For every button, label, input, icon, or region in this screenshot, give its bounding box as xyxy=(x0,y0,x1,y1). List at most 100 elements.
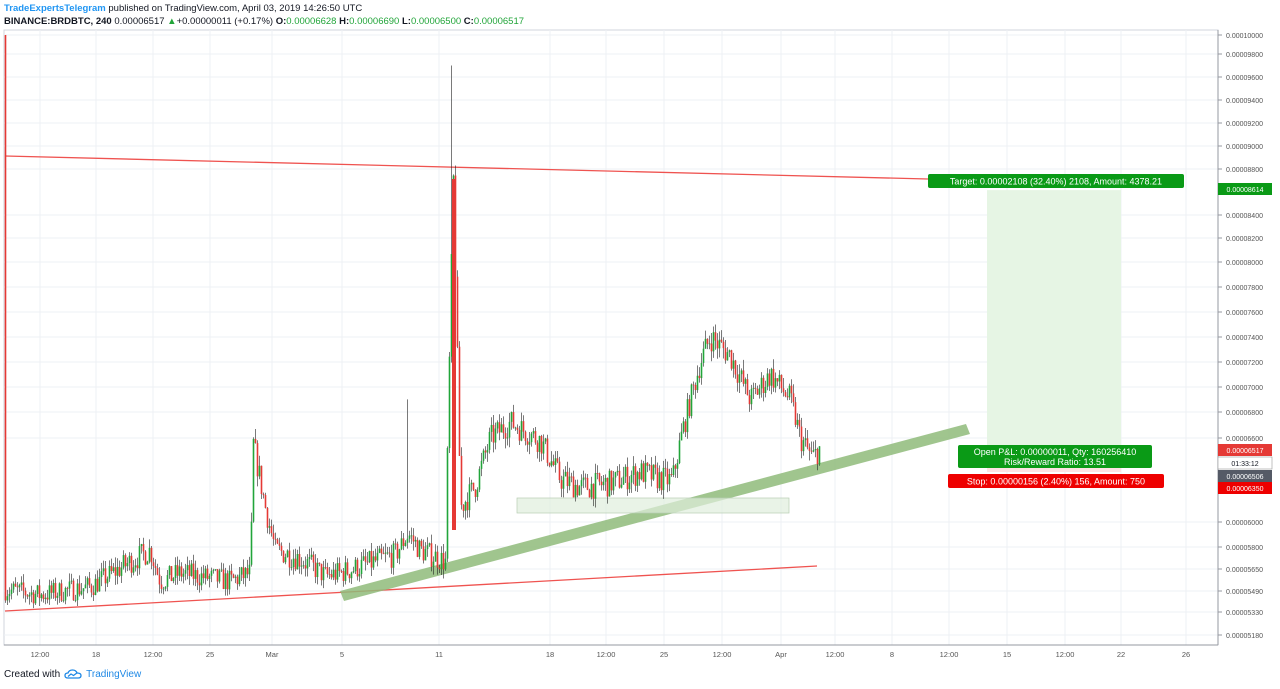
candle xyxy=(14,577,17,587)
candle xyxy=(270,519,273,537)
candle-body xyxy=(204,568,207,579)
candle xyxy=(528,432,531,455)
candle xyxy=(100,562,103,587)
price-marker-bg xyxy=(1218,470,1272,482)
candle-body xyxy=(674,465,677,469)
candle xyxy=(208,573,211,588)
candle-body xyxy=(470,482,473,485)
candle xyxy=(772,359,775,392)
candle-body xyxy=(738,374,741,383)
candle xyxy=(166,569,169,592)
candle xyxy=(630,470,633,493)
candle-body xyxy=(462,504,465,511)
candle xyxy=(202,565,205,584)
stop-label[interactable]: Stop: 0.00000156 (2.40%) 156, Amount: 75… xyxy=(948,474,1164,488)
y-tick-label: 0.00008400 xyxy=(1226,213,1263,220)
candle-body xyxy=(312,554,315,563)
candle-body xyxy=(108,565,111,579)
y-tick-label: 0.00009200 xyxy=(1226,121,1263,128)
candle xyxy=(694,382,697,399)
candle-body xyxy=(536,442,539,452)
candle xyxy=(162,586,165,595)
candle xyxy=(212,568,215,574)
candle xyxy=(8,587,11,603)
y-tick-label: 0.00009400 xyxy=(1226,98,1263,105)
candle xyxy=(314,554,317,584)
candle xyxy=(578,485,581,496)
candle-body xyxy=(276,539,279,544)
support-zone[interactable] xyxy=(516,497,790,514)
candle-body xyxy=(130,555,133,573)
candle-body xyxy=(406,538,409,543)
candle-body xyxy=(632,466,635,475)
candle-body xyxy=(570,476,573,478)
chart-header: TradeExpertsTelegram published on Tradin… xyxy=(4,2,524,28)
candle xyxy=(766,368,769,391)
candle-body xyxy=(58,583,61,596)
candle xyxy=(286,549,289,558)
candle xyxy=(72,578,75,601)
y-tick-label: 0.00009000 xyxy=(1226,144,1263,151)
x-tick-label: 12:00 xyxy=(597,650,616,659)
x-tick-label: 18 xyxy=(546,650,554,659)
candle-body xyxy=(628,482,631,490)
candle xyxy=(706,338,709,350)
candle xyxy=(620,477,623,489)
candle-body xyxy=(496,422,499,429)
candle xyxy=(376,546,379,567)
candle-body xyxy=(504,433,507,439)
candle xyxy=(540,434,543,462)
candle-body xyxy=(134,565,137,568)
pnl-label[interactable]: Open P&L: 0.00000011, Qty: 160256410Risk… xyxy=(958,445,1152,468)
candle xyxy=(104,561,107,592)
position-labels[interactable]: Target: 0.00002108 (32.40%) 2108, Amount… xyxy=(928,174,1184,488)
candle-body xyxy=(734,360,737,375)
candle xyxy=(780,374,783,394)
candle-body xyxy=(596,473,599,474)
candle-body xyxy=(774,378,777,388)
candle xyxy=(316,558,319,585)
candle xyxy=(410,527,413,544)
candle-body xyxy=(294,558,297,570)
candle xyxy=(220,562,223,573)
candle-body xyxy=(330,574,333,578)
chart-drawings[interactable] xyxy=(4,155,970,612)
candle xyxy=(680,423,683,441)
y-tick-label: 0.00008000 xyxy=(1226,260,1263,267)
candle-body xyxy=(662,467,665,491)
candle xyxy=(520,412,523,442)
author-link[interactable]: TradeExpertsTelegram xyxy=(4,3,106,14)
candle xyxy=(12,581,15,593)
upper-resistance-line[interactable] xyxy=(4,155,929,180)
candle xyxy=(562,469,565,498)
candle xyxy=(406,399,409,549)
candle xyxy=(152,557,155,576)
candle xyxy=(218,568,221,584)
candle-body xyxy=(770,368,773,386)
candle-body xyxy=(364,556,367,562)
price-marker-text: 01:33:12 xyxy=(1231,461,1258,468)
candle xyxy=(164,586,167,592)
tradingview-brand[interactable]: TradingView xyxy=(86,669,142,680)
candle-body xyxy=(368,551,371,563)
candle-body xyxy=(610,470,613,491)
candle-body xyxy=(430,543,433,567)
candle-body xyxy=(488,431,491,450)
candle-body xyxy=(776,378,779,382)
x-tick-label: 15 xyxy=(1003,650,1011,659)
candle-body xyxy=(434,551,437,562)
candle xyxy=(356,557,359,581)
candle xyxy=(350,571,353,585)
candle-body xyxy=(508,421,511,438)
candle xyxy=(516,424,519,435)
publish-line: TradeExpertsTelegram published on Tradin… xyxy=(4,2,524,15)
candle xyxy=(296,549,299,570)
candle-body xyxy=(804,438,807,441)
candle-body xyxy=(414,539,417,542)
target-label[interactable]: Target: 0.00002108 (32.40%) 2108, Amount… xyxy=(928,174,1184,188)
lower-support-line[interactable] xyxy=(4,565,818,612)
candle-body xyxy=(184,570,187,574)
candle xyxy=(674,463,677,478)
candle-body xyxy=(476,489,479,497)
